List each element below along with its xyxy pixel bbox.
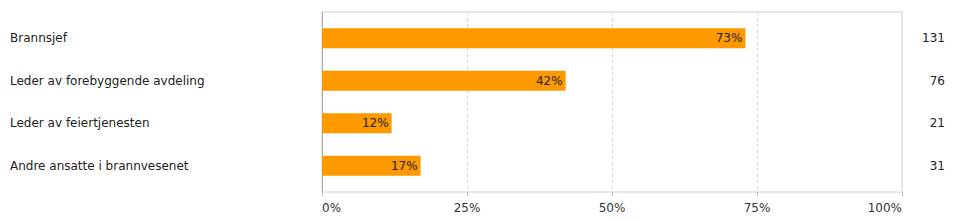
tick-mark — [467, 192, 468, 196]
bar — [322, 28, 745, 48]
plot-frame — [322, 12, 902, 192]
tick-label: 50% — [599, 201, 626, 215]
category-label: Brannsjef — [10, 31, 68, 45]
category-label: Leder av feiertjenesten — [10, 116, 150, 130]
chart-container: 0% 25% 50% 75% 100% Brannsjef 73% 131 Leder av f… — [0, 0, 965, 221]
chart-svg: 0% 25% 50% 75% 100% Brannsjef 73% 131 Leder av f… — [0, 0, 965, 221]
tick-mark — [322, 192, 323, 196]
tick-label: 0% — [322, 201, 341, 215]
tick-mark — [902, 192, 903, 196]
category-label: Leder av forebyggende avdeling — [10, 74, 205, 88]
category-label: Andre ansatte i brannvesenet — [10, 159, 189, 173]
count-label: 76 — [930, 74, 945, 88]
tick-mark — [757, 192, 758, 196]
tick-label: 25% — [454, 201, 481, 215]
bar — [322, 113, 392, 133]
tick-mark — [612, 192, 613, 196]
grid-line — [757, 12, 758, 192]
tick-label: 75% — [744, 201, 771, 215]
data-label: 73% — [716, 31, 743, 45]
data-label: 42% — [536, 74, 563, 88]
count-label: 131 — [922, 31, 945, 45]
bar — [322, 71, 566, 91]
data-label: 12% — [362, 116, 389, 130]
bars — [322, 28, 745, 176]
tick-label: 100% — [868, 201, 902, 215]
data-label: 17% — [391, 159, 418, 173]
count-label: 21 — [930, 116, 945, 130]
bar — [322, 156, 421, 176]
count-label: 31 — [930, 159, 945, 173]
